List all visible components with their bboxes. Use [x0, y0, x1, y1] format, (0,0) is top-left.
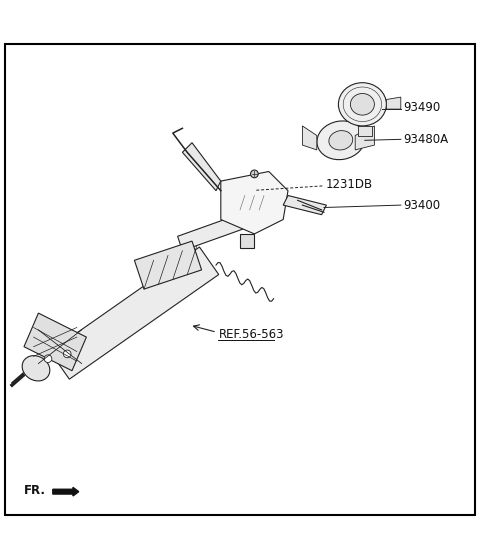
- Text: FR.: FR.: [24, 484, 46, 497]
- Polygon shape: [302, 126, 317, 150]
- Text: 1231DB: 1231DB: [325, 178, 372, 191]
- Text: 93480A: 93480A: [403, 133, 448, 146]
- FancyArrow shape: [53, 487, 79, 496]
- Ellipse shape: [350, 93, 374, 115]
- Ellipse shape: [338, 83, 386, 126]
- Ellipse shape: [22, 356, 50, 381]
- Polygon shape: [50, 247, 219, 379]
- Text: REF.56-563: REF.56-563: [218, 328, 284, 341]
- Polygon shape: [386, 97, 401, 109]
- Polygon shape: [178, 212, 250, 250]
- Circle shape: [63, 350, 71, 358]
- Circle shape: [251, 170, 258, 178]
- Polygon shape: [283, 196, 326, 215]
- Polygon shape: [240, 234, 254, 248]
- Polygon shape: [355, 126, 374, 150]
- Polygon shape: [182, 143, 221, 191]
- Text: 93490: 93490: [403, 101, 441, 114]
- Polygon shape: [358, 126, 372, 135]
- Circle shape: [44, 355, 52, 363]
- Polygon shape: [24, 313, 86, 371]
- Polygon shape: [134, 241, 202, 289]
- Text: 93400: 93400: [403, 198, 440, 212]
- Ellipse shape: [329, 131, 353, 150]
- Ellipse shape: [317, 121, 365, 160]
- Polygon shape: [221, 172, 288, 234]
